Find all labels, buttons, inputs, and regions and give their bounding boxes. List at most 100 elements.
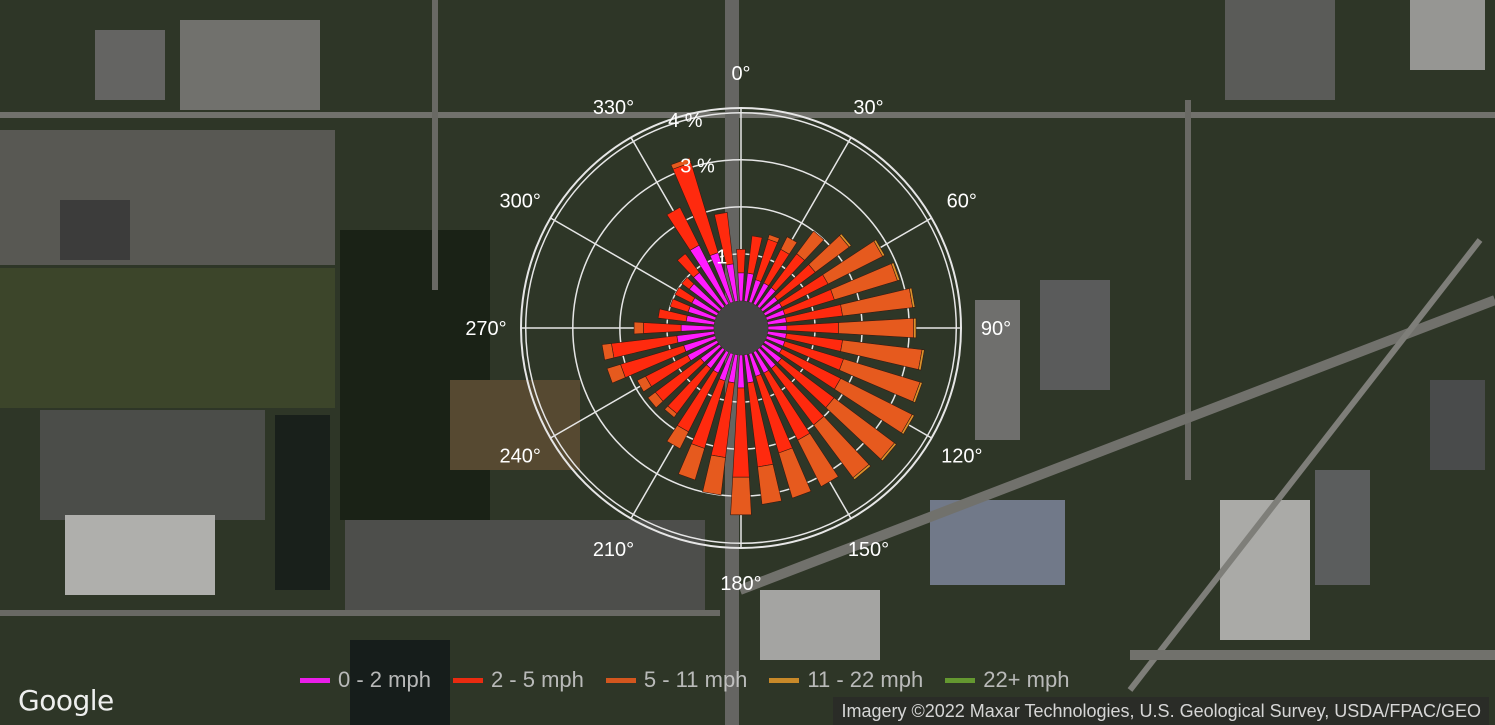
building <box>1315 470 1370 585</box>
wind-bar-250-deg-bin-2 <box>606 364 626 384</box>
wind-bar-60-deg-bin-3 <box>873 239 886 257</box>
parking-lot <box>345 520 705 610</box>
wind-bar-150-deg-bin-2 <box>797 432 839 488</box>
direction-label-210: 210° <box>593 539 634 561</box>
direction-label-240: 240° <box>500 446 541 468</box>
building <box>760 590 880 660</box>
road <box>432 0 438 290</box>
wind-bar-190-deg-bin-2 <box>702 454 726 496</box>
legend-label: 22+ mph <box>983 667 1070 692</box>
legend-item-11-22-mph[interactable]: 11 - 22 mph <box>769 667 923 693</box>
road <box>1185 100 1191 480</box>
legend-item-2-5-mph[interactable]: 2 - 5 mph <box>452 667 584 693</box>
wind-bar-180-deg-bin-2 <box>730 476 752 516</box>
wind-bar-170-deg-bin-2 <box>757 463 782 505</box>
building <box>1430 380 1485 470</box>
warehouse <box>65 515 215 595</box>
wind-bar-310-deg-bin-1 <box>681 276 695 290</box>
legend-item-22-plus-mph[interactable]: 22+ mph <box>945 667 1069 693</box>
radial-tick-label: 1 <box>716 247 727 269</box>
building <box>1410 0 1485 70</box>
building <box>1040 280 1110 390</box>
building <box>975 300 1020 440</box>
direction-label-180: 180° <box>720 573 761 595</box>
wind-bar-30-deg-bin-2 <box>780 236 798 255</box>
parking-lot <box>40 410 265 520</box>
wind-rose-center <box>714 301 768 355</box>
wind-bar-100-deg-bin-3 <box>918 349 925 371</box>
wind-bar-300-deg-bin-1 <box>674 286 696 304</box>
direction-label-60: 60° <box>947 191 977 213</box>
legend-swatch <box>452 677 483 683</box>
road <box>0 112 1495 118</box>
building <box>930 500 1065 585</box>
wind-bar-210-deg-bin-2 <box>666 424 689 450</box>
wind-bar-180-deg-bin-0 <box>737 354 745 389</box>
wind-bar-280-deg-bin-1 <box>657 308 688 322</box>
legend-label: 0 - 2 mph <box>338 667 431 692</box>
map-attribution[interactable]: Imagery ©2022 Maxar Technologies, U.S. G… <box>833 697 1489 725</box>
road <box>1130 650 1495 660</box>
road <box>738 295 1495 595</box>
wind-bar-240-deg-bin-2 <box>636 375 652 393</box>
road <box>0 610 720 616</box>
wind-bar-350-deg-bin-1 <box>714 212 734 266</box>
direction-label-150: 150° <box>848 539 889 561</box>
wind-bar-200-deg-bin-2 <box>677 443 705 481</box>
radial-tick-label: 4 % <box>668 110 703 132</box>
wind-bar-160-deg-bin-2 <box>778 447 812 499</box>
wind-bar-340-deg-bin-2 <box>670 157 692 170</box>
pond <box>275 415 330 590</box>
wind-speed-legend: 0 - 2 mph 2 - 5 mph 5 - 11 mph 11 - 22 m… <box>300 666 1069 694</box>
clearing <box>450 380 580 470</box>
legend-item-5-11-mph[interactable]: 5 - 11 mph <box>605 667 748 693</box>
wind-bar-0-deg-bin-0 <box>737 272 745 302</box>
wind-bar-230-deg-bin-2 <box>647 391 664 409</box>
legend-swatch <box>769 677 800 683</box>
legend-swatch <box>945 677 976 683</box>
direction-label-270: 270° <box>465 318 506 340</box>
direction-label-30: 30° <box>853 97 883 119</box>
building <box>180 20 320 110</box>
legend-item-0-2-mph[interactable]: 0 - 2 mph <box>300 667 431 693</box>
wind-bar-320-deg-bin-1 <box>676 253 700 278</box>
pond <box>350 640 450 725</box>
building <box>60 200 130 260</box>
wind-bar-140-deg-bin-3 <box>852 463 872 481</box>
wind-bar-260-deg-bin-2 <box>601 343 615 361</box>
wind-bar-90-deg-bin-3 <box>913 317 917 339</box>
wind-bar-90-deg-bin-0 <box>767 325 788 331</box>
wind-bar-40-deg-bin-2 <box>796 230 825 261</box>
direction-labels: 0° 30° 60° 90° 120° 150° 180° 210° 240° 270° 300° 3… <box>465 63 1011 595</box>
wind-bar-90-deg-bin-2 <box>838 317 915 339</box>
legend-label: 5 - 11 mph <box>643 667 748 692</box>
wind-bar-130-deg-bin-3 <box>880 442 897 462</box>
railway <box>1127 238 1483 692</box>
legend-swatch <box>300 677 330 683</box>
wind-bar-0-deg-bin-1 <box>736 249 746 274</box>
building <box>1225 0 1335 100</box>
legend-label: 2 - 5 mph <box>490 667 584 692</box>
wind-bar-110-deg-bin-3 <box>912 381 923 403</box>
wind-bar-270-deg-bin-1 <box>643 322 682 334</box>
building <box>1220 500 1310 640</box>
wind-bar-120-deg-bin-3 <box>901 414 915 435</box>
building-block <box>0 130 335 265</box>
wind-rose-bars <box>601 157 925 516</box>
legend-swatch <box>605 677 636 683</box>
wind-bar-80-deg-bin-3 <box>909 287 916 308</box>
direction-label-0: 0° <box>731 63 750 85</box>
wind-bar-220-deg-bin-2 <box>664 405 678 418</box>
wind-bar-270-deg-bin-2 <box>633 321 644 335</box>
direction-label-120: 120° <box>941 446 982 468</box>
building <box>95 30 165 100</box>
wind-bar-90-deg-bin-1 <box>786 322 839 334</box>
wind-bar-290-deg-bin-1 <box>669 298 691 313</box>
direction-label-90: 90° <box>981 318 1011 340</box>
wind-bar-20-deg-bin-2 <box>767 234 780 243</box>
wind-bar-70-deg-bin-3 <box>890 262 901 282</box>
radial-tick-labels: 1 3 % 4 % <box>668 110 727 269</box>
google-logo[interactable]: Google <box>18 684 114 717</box>
